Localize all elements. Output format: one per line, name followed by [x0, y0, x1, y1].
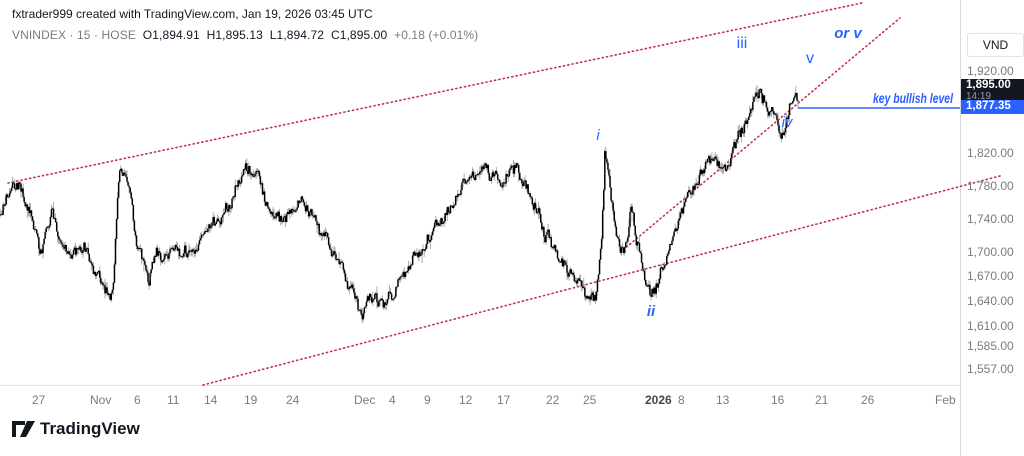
svg-text:v: v — [806, 50, 814, 67]
svg-text:i: i — [596, 127, 600, 144]
svg-text:iii: iii — [737, 35, 748, 52]
svg-text:or v: or v — [834, 25, 863, 42]
svg-text:ii: ii — [647, 303, 656, 320]
svg-text:key bullish level: key bullish level — [873, 91, 953, 106]
svg-text:iv: iv — [782, 114, 794, 131]
